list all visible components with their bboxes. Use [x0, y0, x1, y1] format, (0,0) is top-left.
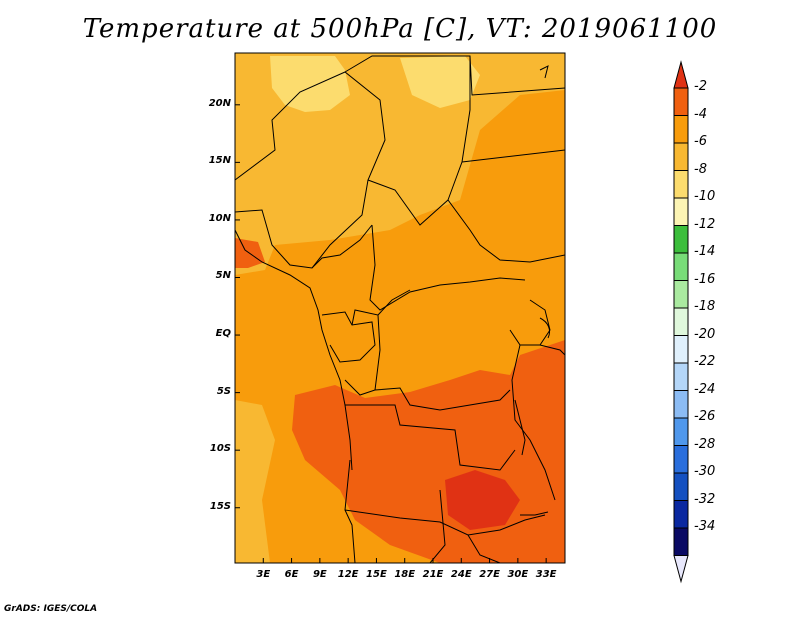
border-line: [377, 289, 411, 316]
credit-text: GrADS: IGES/COLA: [4, 604, 98, 614]
field-band-8to10-east: [400, 56, 480, 108]
border-line: [345, 404, 516, 471]
lon-label: 24E: [450, 569, 472, 580]
lon-label: 12E: [337, 569, 359, 580]
lat-label: 10N: [208, 212, 231, 224]
lon-label: 33E: [535, 569, 557, 580]
colorbar-label: -12: [694, 216, 716, 232]
colorbar-box: [673, 527, 689, 556]
lon-label: 30E: [507, 569, 529, 580]
lon-label: 18E: [394, 569, 416, 580]
colorbar-box: [673, 417, 689, 446]
colorbar-box: [673, 500, 689, 529]
colorbar-label: -28: [694, 436, 716, 452]
colorbar-box: [673, 472, 689, 501]
colorbar-label: -20: [694, 326, 716, 342]
colorbar-label: -18: [694, 299, 716, 314]
colorbar-label: -2: [694, 79, 707, 94]
colorbar-max-triangle: [673, 60, 689, 89]
colorbar-box: [673, 307, 689, 336]
border-line: [374, 387, 511, 411]
lon-label: 21E: [422, 569, 444, 580]
field-band-0to2: [445, 470, 520, 530]
border-line: [235, 209, 373, 269]
colorbar-box: [673, 87, 689, 116]
colorbar-label: -14: [694, 244, 716, 259]
lat-label: 5S: [216, 385, 231, 397]
border-line: [321, 311, 376, 363]
colorbar-label: -30: [694, 464, 716, 479]
colorbar-box: [673, 445, 689, 474]
lat-label: 20N: [208, 97, 231, 109]
lat-label: 5N: [215, 270, 231, 282]
border-line: [369, 224, 526, 311]
colorbar-label: -8: [694, 161, 707, 177]
lon-ticks: [262, 558, 547, 563]
colorbar-box: [673, 390, 689, 419]
border-line: [467, 534, 501, 563]
colorbar-box: [673, 335, 689, 364]
colorbar-min-triangle: [673, 555, 689, 584]
lon-label: 9E: [312, 569, 327, 580]
lat-label: 15N: [208, 155, 231, 167]
colorbar-label: -32: [694, 491, 716, 507]
lon-label: 15E: [366, 569, 387, 580]
lake-outline: [514, 399, 526, 456]
colorbar-label: -16: [694, 271, 716, 287]
border-line: [520, 299, 551, 346]
map-frame: [234, 52, 566, 564]
lat-label: 15S: [209, 500, 231, 512]
border-line: [344, 459, 356, 563]
lon-label: 6E: [284, 569, 299, 580]
border-line: [367, 179, 565, 263]
colorbar-label: -4: [694, 106, 707, 122]
colorbar-box: [673, 197, 689, 226]
lat-label: 10S: [209, 443, 231, 455]
lake-outline: [539, 317, 551, 339]
border-line: [429, 489, 446, 563]
border-line: [539, 344, 565, 356]
colorbar-box: [673, 362, 689, 391]
chart-title: Temperature at 500hPa [C], VT: 201906110…: [82, 14, 718, 44]
border-line: [461, 149, 565, 163]
colorbar-box: [673, 170, 689, 199]
lat-label: EQ: [215, 328, 231, 340]
border-line: [235, 71, 386, 269]
colorbar-label: -24: [694, 381, 716, 397]
colorbar-box: [673, 225, 689, 254]
colorbar: [673, 60, 689, 584]
colorbar-box: [673, 115, 689, 144]
colorbar-box: [673, 252, 689, 281]
field-band-8to10: [270, 56, 350, 112]
lat-ticks: [235, 104, 240, 509]
lon-label: 27E: [479, 569, 500, 580]
colorbar-box: [673, 280, 689, 309]
colorbar-label: -26: [694, 409, 716, 424]
colorbar-label: -10: [694, 189, 716, 204]
temperature-field: [235, 53, 565, 563]
field-band-8to10-west-south: [235, 400, 275, 563]
country-borders: [235, 55, 565, 563]
lake-outline: [520, 511, 549, 516]
border-line: [344, 309, 381, 396]
colorbar-label: -6: [694, 134, 707, 149]
coastline: [235, 229, 353, 471]
colorbar-label: -22: [694, 354, 716, 369]
lon-label: 3E: [256, 569, 271, 580]
lake-outline: [539, 65, 549, 79]
colorbar-box: [673, 142, 689, 171]
border-line: [469, 55, 565, 96]
colorbar-label: -34: [694, 519, 716, 534]
border-line: [344, 55, 471, 201]
